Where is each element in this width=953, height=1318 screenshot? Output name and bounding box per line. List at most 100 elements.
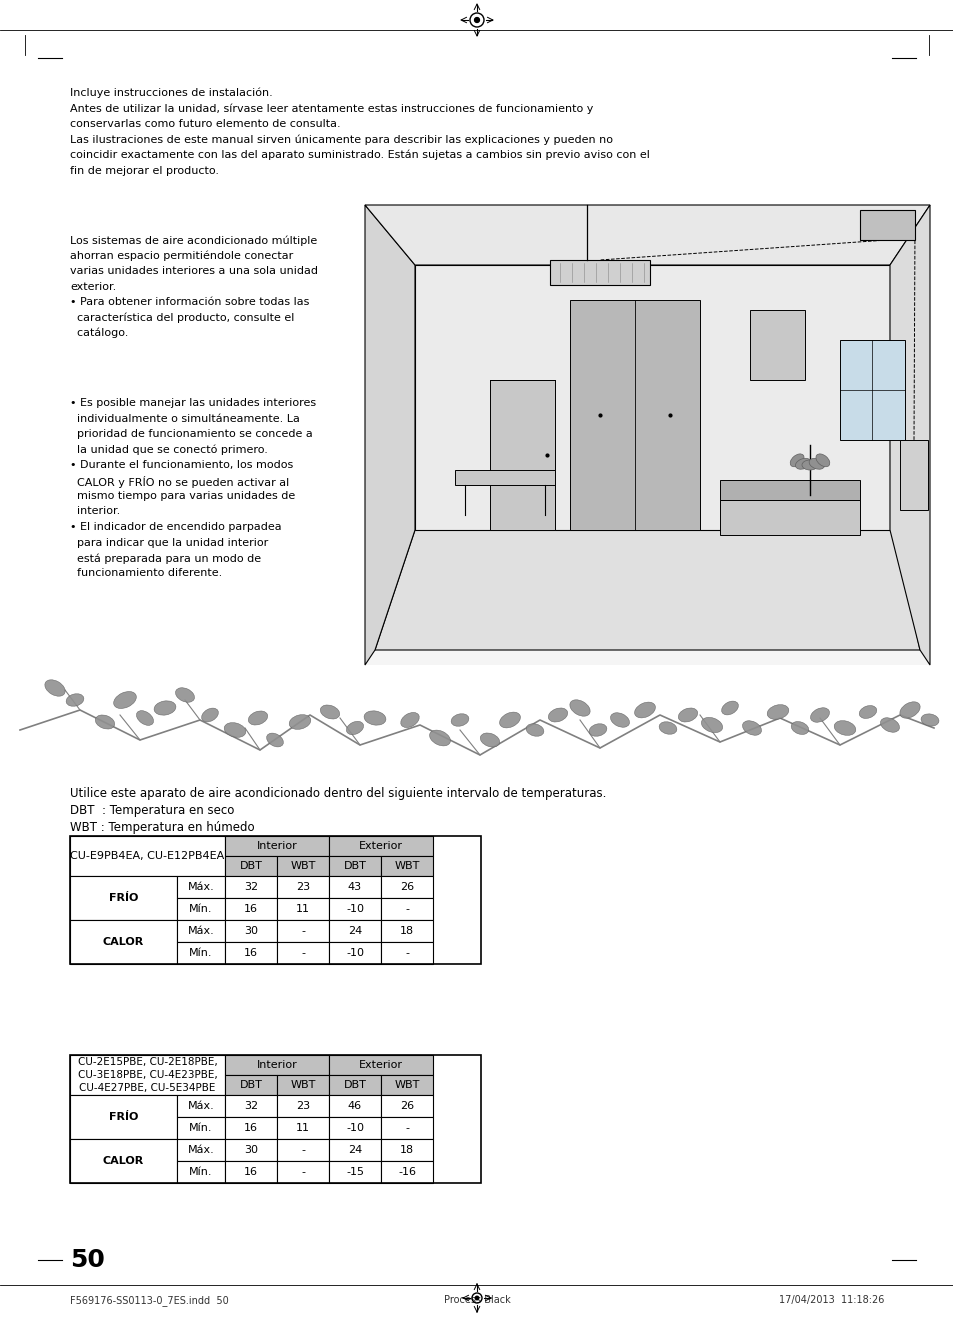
Polygon shape [276, 942, 329, 963]
Text: -: - [301, 927, 305, 936]
Text: está preparada para un modo de: está preparada para un modo de [70, 554, 261, 564]
Text: Interior: Interior [256, 1060, 297, 1070]
Text: DBT: DBT [239, 861, 262, 871]
Polygon shape [225, 836, 329, 855]
Text: 32: 32 [244, 1101, 258, 1111]
Text: 16: 16 [244, 948, 257, 958]
Text: individualmente o simultáneamente. La: individualmente o simultáneamente. La [70, 414, 299, 423]
Ellipse shape [920, 714, 938, 726]
Text: mismo tiempo para varias unidades de: mismo tiempo para varias unidades de [70, 492, 294, 501]
Text: 43: 43 [348, 882, 362, 892]
Text: Los sistemas de aire acondicionado múltiple: Los sistemas de aire acondicionado múlti… [70, 235, 317, 245]
Text: -10: -10 [346, 948, 364, 958]
Polygon shape [177, 898, 225, 920]
Text: -: - [405, 904, 409, 913]
Polygon shape [840, 340, 904, 440]
Polygon shape [720, 480, 859, 500]
Polygon shape [329, 1161, 380, 1184]
Ellipse shape [789, 453, 803, 467]
Text: Process Black: Process Black [443, 1296, 510, 1305]
Polygon shape [276, 1095, 329, 1116]
Text: -: - [405, 1123, 409, 1133]
Text: interior.: interior. [70, 506, 120, 517]
Ellipse shape [589, 724, 606, 737]
Ellipse shape [136, 710, 153, 725]
Polygon shape [329, 1116, 380, 1139]
Polygon shape [225, 1075, 276, 1095]
Polygon shape [380, 1116, 433, 1139]
Ellipse shape [154, 701, 175, 716]
Ellipse shape [364, 710, 386, 725]
Polygon shape [70, 876, 177, 920]
Polygon shape [329, 1054, 433, 1075]
Polygon shape [276, 876, 329, 898]
Polygon shape [225, 1116, 276, 1139]
Text: -: - [405, 948, 409, 958]
Ellipse shape [451, 714, 468, 726]
Text: Las ilustraciones de este manual sirven únicamente para describir las explicacio: Las ilustraciones de este manual sirven … [70, 134, 613, 145]
Ellipse shape [548, 708, 567, 722]
Text: CU-E9PB4EA, CU-E12PB4EA: CU-E9PB4EA, CU-E12PB4EA [71, 851, 224, 861]
Text: varias unidades interiores a una sola unidad: varias unidades interiores a una sola un… [70, 266, 317, 275]
Polygon shape [225, 1095, 276, 1116]
Text: Interior: Interior [256, 841, 297, 851]
Ellipse shape [808, 459, 823, 469]
Text: -: - [301, 1166, 305, 1177]
Polygon shape [329, 836, 433, 855]
Polygon shape [225, 942, 276, 963]
Ellipse shape [880, 718, 899, 733]
Text: -10: -10 [346, 904, 364, 913]
Polygon shape [177, 1095, 225, 1116]
Text: Máx.: Máx. [188, 1101, 214, 1111]
Polygon shape [177, 1116, 225, 1139]
Ellipse shape [766, 705, 788, 720]
Text: -16: -16 [397, 1166, 416, 1177]
Ellipse shape [700, 717, 721, 733]
Text: 23: 23 [295, 1101, 310, 1111]
Polygon shape [380, 1161, 433, 1184]
Ellipse shape [610, 713, 629, 728]
Text: catálogo.: catálogo. [70, 328, 129, 339]
Polygon shape [329, 876, 380, 898]
Polygon shape [859, 210, 914, 240]
Ellipse shape [113, 692, 136, 709]
Polygon shape [70, 920, 177, 963]
Ellipse shape [815, 453, 829, 467]
Polygon shape [329, 855, 380, 876]
Polygon shape [380, 1095, 433, 1116]
Polygon shape [380, 1139, 433, 1161]
Text: WBT: WBT [290, 1079, 315, 1090]
Polygon shape [225, 898, 276, 920]
Text: Máx.: Máx. [188, 1145, 214, 1155]
Ellipse shape [801, 460, 817, 471]
Polygon shape [276, 1139, 329, 1161]
Text: 26: 26 [399, 882, 414, 892]
Text: 16: 16 [244, 904, 257, 913]
Circle shape [475, 1296, 478, 1300]
Polygon shape [177, 942, 225, 963]
Polygon shape [380, 1075, 433, 1095]
Polygon shape [749, 310, 804, 380]
Polygon shape [365, 206, 929, 265]
Polygon shape [329, 898, 380, 920]
Polygon shape [380, 920, 433, 942]
Ellipse shape [741, 721, 760, 735]
Polygon shape [276, 1161, 329, 1184]
Polygon shape [380, 855, 433, 876]
Polygon shape [177, 1161, 225, 1184]
Ellipse shape [833, 721, 855, 735]
Text: 18: 18 [399, 1145, 414, 1155]
Text: Exterior: Exterior [358, 841, 402, 851]
Polygon shape [225, 855, 276, 876]
Text: WBT: WBT [290, 861, 315, 871]
Polygon shape [380, 942, 433, 963]
Polygon shape [276, 920, 329, 942]
Polygon shape [490, 380, 555, 530]
Ellipse shape [499, 712, 519, 728]
Text: 23: 23 [295, 882, 310, 892]
Text: DBT: DBT [239, 1079, 262, 1090]
Ellipse shape [720, 701, 738, 714]
Polygon shape [415, 265, 889, 530]
Text: DBT: DBT [343, 861, 366, 871]
Polygon shape [225, 876, 276, 898]
